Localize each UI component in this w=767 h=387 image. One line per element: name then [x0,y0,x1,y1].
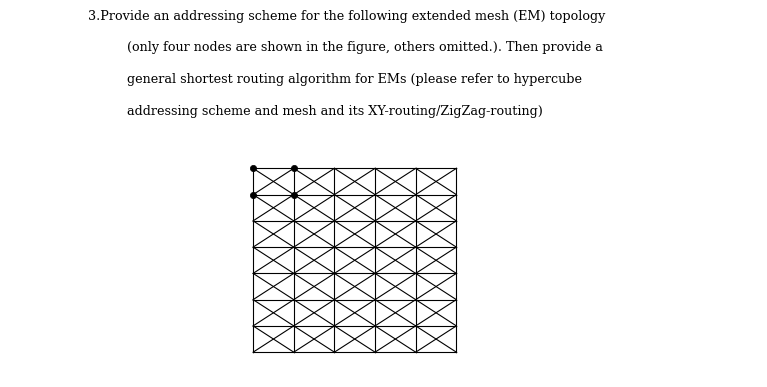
Text: 3.Provide an addressing scheme for the following extended mesh (EM) topology: 3.Provide an addressing scheme for the f… [88,10,606,23]
Text: general shortest routing algorithm for EMs (please refer to hypercube: general shortest routing algorithm for E… [127,73,581,86]
Text: (only four nodes are shown in the figure, others omitted.). Then provide a: (only four nodes are shown in the figure… [127,41,602,55]
Text: addressing scheme and mesh and its XY-routing/ZigZag-routing): addressing scheme and mesh and its XY-ro… [127,105,542,118]
